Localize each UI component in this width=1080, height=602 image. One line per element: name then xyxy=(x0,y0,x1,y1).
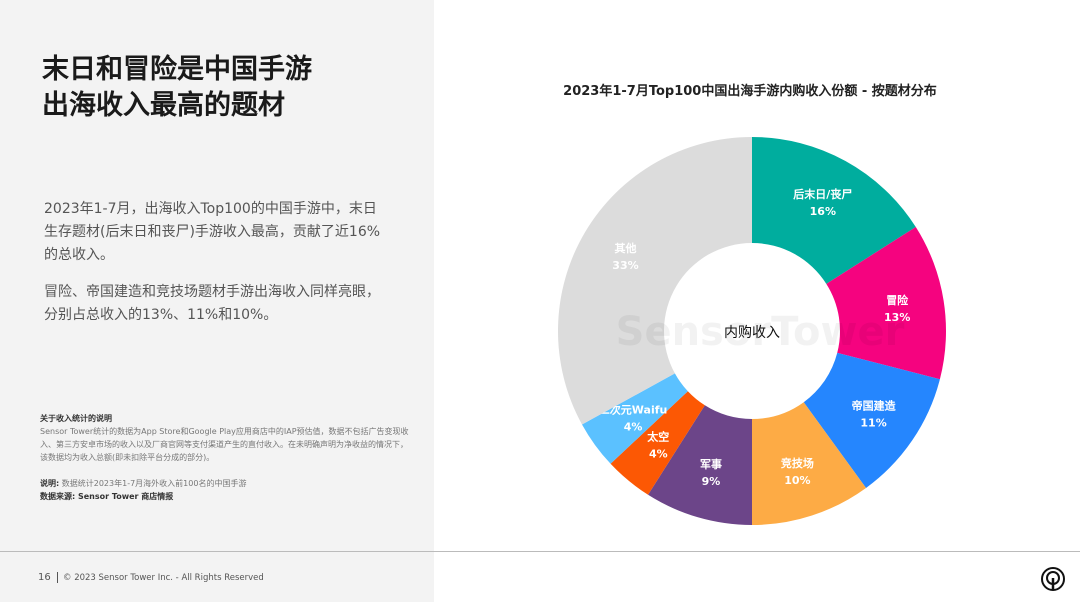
title-line-1: 末日和冒险是中国手游 xyxy=(42,54,312,85)
note-text: Sensor Tower统计的数据为App Store和Google Play应… xyxy=(40,427,409,462)
note-heading: 关于收入统计的说明 xyxy=(40,414,112,423)
data-source: 数据来源: Sensor Tower 商店情报 xyxy=(40,492,174,501)
slice-7 xyxy=(557,137,752,425)
footer-divider xyxy=(0,551,1080,552)
paragraph-2: 冒险、帝国建造和竞技场题材手游出海收入同样亮眼，分别占总收入的13%、11%和1… xyxy=(44,284,380,323)
title-line-2: 出海收入最高的题材 xyxy=(42,90,285,121)
slice-category-label: 后末日/丧尸 xyxy=(793,187,852,201)
center-label: 内购收入 xyxy=(724,325,780,341)
slice-1 xyxy=(826,227,946,380)
slice-value-label: 13% xyxy=(884,311,910,324)
watermark: SensorTower xyxy=(616,309,905,355)
paragraph-1: 2023年1-7月，出海收入Top100的中国手游中，末日生存题材(后末日和丧尸… xyxy=(44,201,381,263)
page-number: 16 xyxy=(38,572,58,583)
copyright: © 2023 Sensor Tower Inc. - All Rights Re… xyxy=(63,573,264,583)
slice-2 xyxy=(803,352,940,488)
slice-value-label: 16% xyxy=(810,205,836,218)
slice-6 xyxy=(581,373,688,464)
slice-4 xyxy=(648,405,752,525)
slice-value-label: 11% xyxy=(860,417,886,430)
slice-category-label: 军事 xyxy=(700,457,722,471)
left-panel xyxy=(0,0,434,602)
slice-category-label: 二次元Waifu xyxy=(599,402,668,416)
sensor-tower-logo-icon xyxy=(1041,567,1065,591)
slice-category-label: 竞技场 xyxy=(781,456,814,470)
slice-value-label: 9% xyxy=(702,475,721,488)
slice-value-label: 10% xyxy=(784,474,810,487)
slice-3 xyxy=(752,402,867,525)
slice-category-label: 太空 xyxy=(646,429,669,443)
chart-title: 2023年1-7月Top100中国出海手游内购收入份额 - 按题材分布 xyxy=(563,84,937,99)
explain-text: 数据统计2023年1-7月海外收入前100名的中国手游 xyxy=(61,479,247,488)
slice-value-label: 4% xyxy=(624,420,643,433)
slice-0 xyxy=(752,137,916,284)
page-title: 末日和冒险是中国手游 出海收入最高的题材 xyxy=(42,52,312,124)
slice-category-label: 冒险 xyxy=(886,293,909,307)
slice-category-label: 其他 xyxy=(614,241,636,255)
slice-category-label: 帝国建造 xyxy=(852,399,897,413)
slice-value-label: 33% xyxy=(612,259,638,272)
slice-value-label: 4% xyxy=(649,447,668,460)
slice-5 xyxy=(610,391,705,495)
revenue-note: 关于收入统计的说明 Sensor Tower统计的数据为App Store和Go… xyxy=(40,412,410,503)
explain-label: 说明: xyxy=(40,479,60,488)
